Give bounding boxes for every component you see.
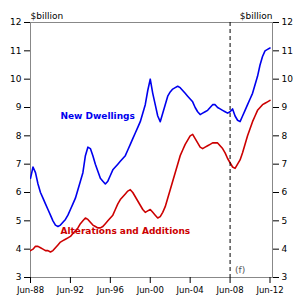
svg-text:Jun-88: Jun-88 — [16, 285, 44, 295]
svg-text:Jun-04: Jun-04 — [176, 285, 204, 295]
svg-text:6: 6 — [282, 187, 288, 197]
svg-text:Jun-08: Jun-08 — [216, 285, 244, 295]
svg-text:New Dwellings: New Dwellings — [60, 111, 134, 121]
svg-text:7: 7 — [16, 159, 22, 169]
svg-text:$billion: $billion — [240, 11, 273, 21]
svg-text:12: 12 — [10, 17, 21, 27]
svg-text:10: 10 — [10, 74, 22, 84]
svg-text:8: 8 — [16, 131, 22, 141]
svg-text:9: 9 — [16, 102, 22, 112]
svg-text:3: 3 — [282, 272, 288, 282]
svg-text:(f): (f) — [235, 265, 245, 275]
svg-text:5: 5 — [16, 216, 22, 226]
svg-text:Jun-96: Jun-96 — [96, 285, 124, 295]
svg-text:6: 6 — [16, 187, 22, 197]
svg-text:11: 11 — [10, 46, 21, 56]
svg-text:4: 4 — [16, 244, 22, 254]
svg-text:12: 12 — [282, 17, 293, 27]
svg-text:8: 8 — [282, 131, 288, 141]
svg-text:11: 11 — [282, 46, 293, 56]
svg-text:Jun-92: Jun-92 — [56, 285, 84, 295]
svg-text:Jun-12: Jun-12 — [255, 285, 283, 295]
svg-text:4: 4 — [282, 244, 288, 254]
svg-text:10: 10 — [282, 74, 294, 84]
svg-text:$billion: $billion — [31, 11, 64, 21]
svg-text:3: 3 — [16, 272, 22, 282]
svg-text:Alterations and Additions: Alterations and Additions — [60, 226, 190, 236]
svg-text:Jun-00: Jun-00 — [136, 285, 164, 295]
svg-text:9: 9 — [282, 102, 288, 112]
svg-text:7: 7 — [282, 159, 288, 169]
svg-text:5: 5 — [282, 216, 288, 226]
